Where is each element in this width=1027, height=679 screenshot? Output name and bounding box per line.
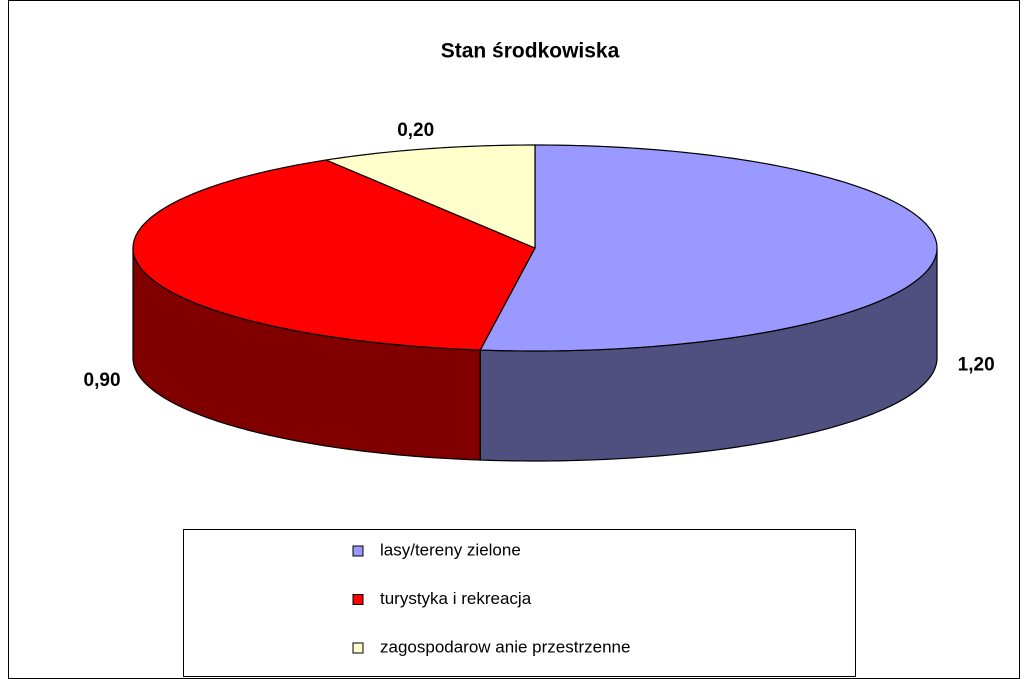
chart-title: Stan środkowiska [441,40,620,63]
pie-slice [479,144,938,352]
pie-slice [323,144,536,249]
legend-swatch [352,594,364,605]
legend-swatch [352,642,364,654]
pie-slice [132,159,536,351]
legend-swatch [352,545,364,557]
legend-label: turystyka i rekreacja [380,589,532,608]
legend-label: zagospodarow anie przestrzenne [380,637,630,656]
legend-label: lasy/tereny zielone [380,540,521,559]
data-label: 0,20 [397,120,434,141]
data-label: 1,20 [958,355,995,376]
legend [183,529,856,677]
data-label: 0,90 [84,370,121,391]
